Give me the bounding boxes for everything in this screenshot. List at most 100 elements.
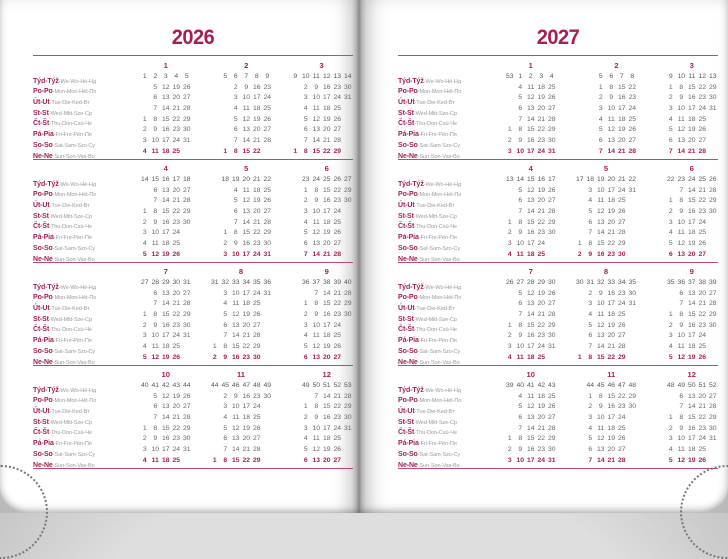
week-number-cell: 9 [668, 73, 673, 80]
day-cell: 15 [687, 414, 696, 422]
month-slot: 4 11 18 25 [129, 239, 192, 250]
day-cell: 7 [223, 446, 228, 454]
day-cell [129, 424, 140, 435]
day-cell: 31 [708, 105, 717, 113]
day-cell [290, 125, 301, 136]
day-cell: 25 [252, 300, 261, 308]
day-cell: 15 [687, 197, 696, 205]
month-slot: 4 11 18 25 [494, 392, 557, 403]
day-cell: 10 [151, 137, 160, 145]
day-cell: 6 [233, 126, 238, 134]
month-slot: 40 41 42 43 44 [129, 381, 192, 392]
day-cell [575, 402, 586, 413]
day-cell [575, 104, 586, 115]
row-label-primary: Týd-Týž [398, 77, 424, 85]
day-cell: 2 [142, 435, 147, 443]
day-cell [505, 392, 516, 403]
day-cell: 18 [322, 105, 331, 113]
day-cell: 23 [617, 289, 626, 297]
day-cell [575, 331, 586, 342]
month-slot: 7 14 21 28 [129, 196, 192, 207]
day-cell: 27 [182, 289, 191, 297]
month-slot: 3 10 17 24 31 [494, 342, 557, 353]
day-cell: 28 [343, 392, 352, 400]
month-slot: 3 10 17 24 [655, 331, 718, 342]
month-slots: 3 10 17 24 1 8 15 22 29 5 12 19 26 [494, 239, 718, 250]
sunday-cell: 22 [607, 353, 616, 361]
day-cell: 21 [537, 311, 546, 319]
row-label-translations: -Sat-Sam-Szo-Су [417, 451, 461, 458]
day-cell: 14 [687, 186, 696, 194]
sunday-cell: 20 [322, 353, 331, 361]
day-cell [494, 196, 505, 207]
day-cell [290, 299, 301, 310]
day-cell [262, 299, 273, 310]
day-cell: 27 [617, 332, 626, 340]
month-slot: 5 12 19 26 [129, 392, 192, 403]
week-number-cell: 15 [526, 176, 535, 183]
row-label: Po-Po-Mon-Mon-Hét-По [33, 187, 129, 201]
month-slot: 2 9 16 23 30 [290, 83, 353, 94]
sunday-cell: 22 [242, 456, 251, 464]
day-cell: 14 [161, 105, 170, 113]
week-number-cell: 5 [184, 73, 189, 80]
row-label-primary: Čt-Št [33, 429, 50, 437]
week-number-cell: 14 [140, 176, 149, 183]
row-label: St-St-Wed-Mitt-Sze-Ср [398, 106, 494, 120]
row-label: Pá-Pia-Fri-Fre-Pén-Пя [33, 127, 129, 141]
row-label: Týd-Týž-We-Wo-Hé-Нд [33, 74, 129, 88]
month-number: 11 [236, 369, 246, 379]
day-cell [220, 83, 231, 94]
day-cell [575, 196, 586, 207]
day-cell [262, 331, 273, 342]
day-cell: 9 [314, 197, 319, 205]
week-number-cell: 10 [301, 73, 310, 80]
day-cell: 3 [588, 300, 593, 308]
day-cell: 4 [223, 414, 228, 422]
row-label-primary: Út-Ut [33, 305, 50, 313]
day-cell [210, 289, 221, 300]
day-cell: 31 [343, 94, 352, 102]
row-label-translations: -Sun-Son-Vas-Во [417, 462, 460, 469]
weekday-row: St-St-Wed-Mitt-Sze-Ср 7 14 21 28 4 11 18 25 2 9 16 2… [33, 413, 353, 426]
day-cell [210, 93, 221, 104]
month-slots: 1 2 3 4 5 5 6 7 8 9 9 10 11 12 13 14 [129, 72, 353, 83]
day-cell [220, 218, 231, 229]
day-cell: 11 [242, 105, 250, 113]
month-slots: 3 10 17 24 1 8 15 22 29 5 12 19 26 [129, 228, 353, 239]
month-slots: 3 10 17 24 31 7 14 21 28 5 12 19 26 [129, 445, 353, 456]
day-cell: 26 [263, 115, 272, 123]
row-label-translations: -Sun-Son-Vas-Во [52, 153, 95, 160]
month-slot: 7 14 21 28 [290, 250, 353, 261]
month-slot: 3 10 17 24 [655, 218, 718, 229]
month-slot: 1 [494, 60, 557, 73]
day-cell: 5 [233, 115, 238, 123]
day-cell: 11 [312, 332, 320, 340]
week-number-cell: 2 [153, 73, 158, 80]
day-cell [290, 83, 301, 94]
row-label-translations: -Fri-Fre-Pén-Пя [418, 235, 457, 242]
day-cell: 25 [333, 105, 342, 113]
week-number-cell: 32 [221, 279, 230, 286]
month-slot: 6 13 20 27 [290, 353, 353, 364]
day-cell: 3 [588, 414, 593, 422]
week-number-cell: 17 [575, 176, 584, 183]
month-slots: 2 9 16 23 30 7 14 21 28 4 11 18 25 [129, 218, 353, 229]
row-label-primary: Pá-Pia [33, 234, 54, 242]
month-slots: 1 8 15 22 29 5 12 19 26 3 10 17 24 31 [129, 424, 353, 435]
day-cell: 8 [153, 311, 158, 319]
month-slots: 6 13 20 27 3 10 17 24 1 8 15 22 29 [129, 402, 353, 413]
day-cell: 20 [537, 414, 546, 422]
day-cell [575, 207, 586, 218]
week-number-row: Týd-Týž-We-Wo-Hé-Нд 26 27 28 29 30 30 31 32 33 34 3… [398, 278, 718, 291]
day-cell [210, 310, 221, 321]
week-number-cell [655, 72, 666, 83]
weekday-row: Po-Po-Mon-Mon-Hét-По 5 12 19 26 2 9 16 23 30 6 13 20… [398, 289, 718, 302]
day-cell: 16 [526, 446, 535, 454]
day-cell: 5 [303, 115, 308, 123]
month-slot: 2 9 16 23 30 [655, 93, 718, 104]
day-cell: 28 [708, 186, 717, 194]
day-cell [627, 196, 638, 207]
day-cell: 4 [518, 83, 523, 91]
row-label-translations: -Thu-Don-Csü-Че [414, 121, 457, 128]
